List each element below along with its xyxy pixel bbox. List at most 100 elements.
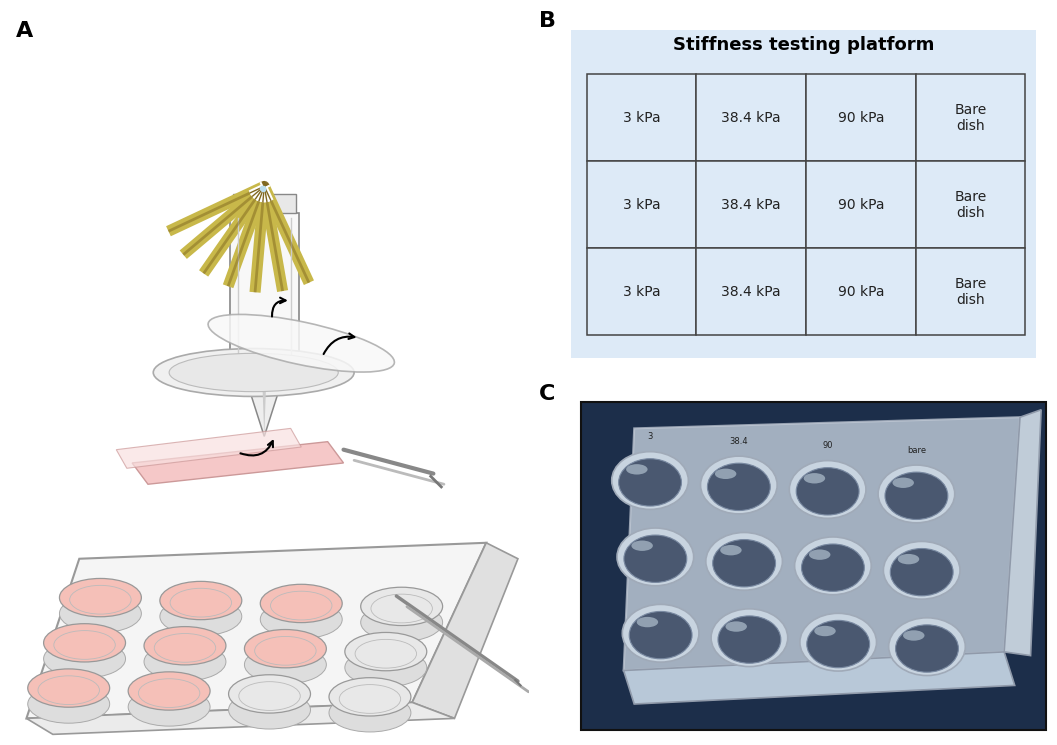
Ellipse shape	[889, 618, 965, 676]
Ellipse shape	[27, 685, 110, 723]
Ellipse shape	[897, 554, 920, 564]
Ellipse shape	[801, 544, 865, 592]
Ellipse shape	[806, 621, 870, 668]
Ellipse shape	[885, 472, 948, 519]
Polygon shape	[262, 362, 266, 437]
Bar	[697, 162, 806, 248]
Ellipse shape	[617, 528, 693, 586]
Bar	[915, 248, 1025, 335]
Bar	[806, 162, 915, 248]
Polygon shape	[412, 543, 518, 718]
Text: 38.4 kPa: 38.4 kPa	[721, 285, 781, 299]
Ellipse shape	[169, 353, 338, 392]
Bar	[233, 194, 296, 213]
Ellipse shape	[208, 314, 394, 372]
Ellipse shape	[260, 600, 342, 638]
Ellipse shape	[800, 613, 876, 671]
Ellipse shape	[345, 648, 427, 687]
Bar	[806, 248, 915, 335]
Ellipse shape	[612, 451, 688, 510]
Ellipse shape	[892, 478, 914, 488]
Ellipse shape	[725, 621, 747, 632]
Ellipse shape	[360, 603, 443, 641]
Text: 38.4: 38.4	[729, 437, 748, 446]
Ellipse shape	[345, 633, 427, 670]
Ellipse shape	[796, 468, 859, 515]
Text: 38.4 kPa: 38.4 kPa	[721, 198, 781, 212]
Ellipse shape	[629, 612, 692, 659]
Ellipse shape	[228, 691, 311, 729]
Ellipse shape	[244, 630, 327, 668]
Text: C: C	[539, 384, 555, 404]
Ellipse shape	[701, 456, 777, 514]
Text: A: A	[16, 22, 33, 41]
Ellipse shape	[329, 678, 411, 716]
Ellipse shape	[720, 545, 742, 555]
Ellipse shape	[809, 550, 831, 559]
Ellipse shape	[895, 625, 959, 672]
Ellipse shape	[244, 645, 327, 684]
Ellipse shape	[706, 533, 782, 590]
Polygon shape	[132, 442, 344, 484]
Text: 3 kPa: 3 kPa	[623, 285, 661, 299]
Ellipse shape	[59, 595, 142, 633]
Text: 38.4 kPa: 38.4 kPa	[721, 111, 781, 125]
Ellipse shape	[260, 584, 342, 623]
Bar	[915, 162, 1025, 248]
Text: 3 kPa: 3 kPa	[623, 111, 661, 125]
Ellipse shape	[715, 469, 737, 479]
Text: Bare
dish: Bare dish	[954, 276, 986, 307]
Ellipse shape	[712, 539, 776, 587]
Polygon shape	[624, 652, 1015, 704]
Ellipse shape	[153, 349, 354, 396]
Ellipse shape	[814, 626, 836, 636]
Bar	[229, 213, 298, 362]
Text: 90 kPa: 90 kPa	[837, 285, 884, 299]
Ellipse shape	[27, 669, 110, 707]
Text: bare: bare	[907, 446, 926, 454]
FancyBboxPatch shape	[571, 30, 1036, 358]
Text: 90 kPa: 90 kPa	[837, 198, 884, 212]
Text: Stiffness testing platform: Stiffness testing platform	[672, 36, 934, 54]
Bar	[587, 248, 697, 335]
Ellipse shape	[636, 617, 659, 627]
Bar	[697, 248, 806, 335]
Text: 90 kPa: 90 kPa	[837, 111, 884, 125]
Ellipse shape	[626, 464, 648, 475]
Ellipse shape	[618, 459, 682, 506]
Ellipse shape	[903, 630, 925, 641]
Ellipse shape	[128, 688, 210, 726]
Ellipse shape	[128, 672, 210, 710]
Ellipse shape	[790, 460, 866, 519]
Polygon shape	[1004, 410, 1041, 656]
Ellipse shape	[160, 597, 242, 635]
Ellipse shape	[890, 548, 953, 596]
Text: 90: 90	[822, 441, 833, 450]
Ellipse shape	[803, 473, 826, 484]
Text: 3: 3	[647, 432, 653, 441]
FancyBboxPatch shape	[581, 402, 1046, 730]
Bar	[806, 74, 915, 162]
Ellipse shape	[43, 640, 126, 678]
Ellipse shape	[228, 675, 311, 713]
Ellipse shape	[884, 542, 960, 599]
Ellipse shape	[631, 541, 653, 551]
Polygon shape	[241, 362, 288, 437]
Bar	[915, 74, 1025, 162]
Ellipse shape	[144, 642, 226, 681]
Ellipse shape	[144, 627, 226, 665]
Polygon shape	[116, 428, 301, 469]
Polygon shape	[624, 417, 1020, 670]
Ellipse shape	[329, 694, 411, 732]
Text: Bare
dish: Bare dish	[954, 190, 986, 220]
Ellipse shape	[360, 587, 443, 626]
Ellipse shape	[160, 581, 242, 620]
Text: Bare
dish: Bare dish	[954, 103, 986, 133]
Ellipse shape	[795, 537, 871, 595]
Bar	[697, 74, 806, 162]
Bar	[587, 74, 697, 162]
Ellipse shape	[707, 463, 771, 510]
Polygon shape	[26, 703, 455, 735]
Ellipse shape	[43, 624, 126, 662]
Text: B: B	[539, 11, 556, 31]
